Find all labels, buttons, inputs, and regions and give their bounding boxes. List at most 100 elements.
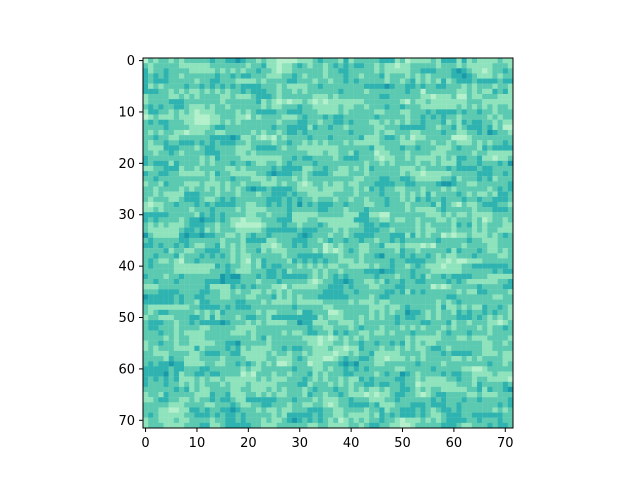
heatmap-cell: [245, 350, 252, 357]
heatmap-cell: [333, 407, 339, 413]
heatmap-cell: [220, 78, 226, 84]
heatmap-cell: [415, 304, 421, 310]
heatmap-cell: [410, 356, 416, 362]
heatmap-cell: [507, 196, 514, 203]
heatmap-cell: [235, 314, 241, 321]
heatmap-cell: [250, 299, 257, 305]
heatmap-cell: [399, 232, 406, 239]
heatmap-cell: [194, 345, 200, 352]
heatmap-cell: [143, 309, 149, 316]
heatmap-cell: [194, 253, 200, 259]
heatmap-cell: [214, 104, 221, 110]
heatmap-cell: [256, 243, 262, 249]
heatmap-cell: [322, 155, 329, 161]
heatmap-cell: [328, 253, 334, 259]
heatmap-cell: [209, 278, 216, 285]
heatmap-cell: [343, 263, 349, 269]
heatmap-cell: [261, 381, 267, 388]
heatmap-cell: [178, 386, 185, 393]
heatmap-cell: [425, 263, 431, 269]
heatmap-cell: [235, 124, 241, 131]
heatmap-cell: [420, 356, 426, 362]
heatmap-cell: [374, 181, 380, 187]
heatmap-cell: [374, 345, 380, 352]
heatmap-cell: [312, 78, 318, 84]
heatmap-cell: [394, 114, 401, 120]
heatmap-cell: [379, 356, 385, 362]
heatmap-cell: [430, 402, 437, 408]
heatmap-cell: [297, 366, 303, 372]
heatmap-cell: [379, 304, 385, 310]
heatmap-cell: [281, 268, 288, 274]
heatmap-cell: [384, 68, 390, 74]
heatmap-cell: [168, 155, 174, 161]
heatmap-cell: [214, 335, 221, 341]
heatmap-cell: [420, 63, 426, 69]
heatmap-cell: [240, 217, 246, 223]
heatmap-cell: [214, 93, 221, 100]
heatmap-cell: [461, 176, 467, 182]
heatmap-cell: [214, 320, 221, 326]
heatmap-cell: [266, 289, 272, 295]
heatmap-cell: [230, 361, 236, 367]
heatmap-cell: [158, 222, 164, 228]
heatmap-cell: [184, 109, 190, 115]
heatmap-cell: [189, 402, 195, 408]
heatmap-cell: [471, 371, 478, 377]
heatmap-cell: [281, 392, 288, 398]
heatmap-cell: [389, 320, 395, 326]
heatmap-cell: [148, 258, 154, 264]
heatmap-cell: [189, 186, 195, 192]
heatmap-cell: [507, 350, 514, 357]
heatmap-cell: [502, 160, 509, 167]
heatmap-cell: [507, 99, 514, 105]
heatmap-cell: [225, 217, 231, 223]
heatmap-cell: [328, 268, 334, 274]
heatmap-cell: [333, 124, 339, 131]
heatmap-cell: [456, 68, 462, 74]
heatmap-cell: [410, 263, 416, 269]
heatmap-cell: [153, 304, 159, 310]
heatmap-cell: [502, 330, 509, 336]
heatmap-cell: [389, 140, 395, 146]
heatmap-cell: [451, 320, 457, 326]
heatmap-cell: [312, 350, 318, 357]
heatmap-cell: [271, 63, 277, 69]
heatmap-cell: [451, 124, 457, 131]
heatmap-cell: [507, 366, 514, 372]
heatmap-cell: [307, 304, 313, 310]
heatmap-cell: [338, 73, 344, 79]
heatmap-cell: [297, 243, 303, 249]
heatmap-cell: [256, 140, 262, 146]
heatmap-cell: [399, 268, 406, 274]
heatmap-cell: [471, 258, 478, 264]
heatmap-cell: [353, 294, 359, 300]
heatmap-cell: [153, 299, 159, 305]
heatmap-cell: [435, 407, 442, 413]
heatmap-cell: [317, 350, 324, 357]
heatmap-cell: [471, 207, 478, 213]
heatmap-cell: [461, 309, 467, 316]
heatmap-cell: [261, 165, 267, 172]
heatmap-cell: [384, 88, 390, 95]
heatmap-cell: [256, 83, 262, 89]
heatmap-cell: [312, 196, 318, 203]
heatmap-cell: [394, 248, 401, 254]
heatmap-cell: [394, 201, 401, 208]
heatmap-cell: [482, 232, 488, 239]
heatmap-cell: [261, 196, 267, 203]
heatmap-cell: [163, 171, 169, 177]
heatmap-cell: [415, 78, 421, 84]
heatmap-cell: [158, 371, 164, 377]
heatmap-cell: [343, 232, 349, 239]
heatmap-cell: [184, 68, 190, 74]
heatmap-cell: [405, 191, 411, 197]
heatmap-cell: [178, 340, 185, 346]
heatmap-cell: [446, 381, 452, 388]
heatmap-cell: [394, 309, 401, 316]
heatmap-cell: [317, 201, 324, 208]
heatmap-cell: [363, 207, 370, 213]
heatmap-cell: [220, 222, 226, 228]
heatmap-cell: [363, 160, 370, 167]
heatmap-cell: [410, 68, 416, 74]
